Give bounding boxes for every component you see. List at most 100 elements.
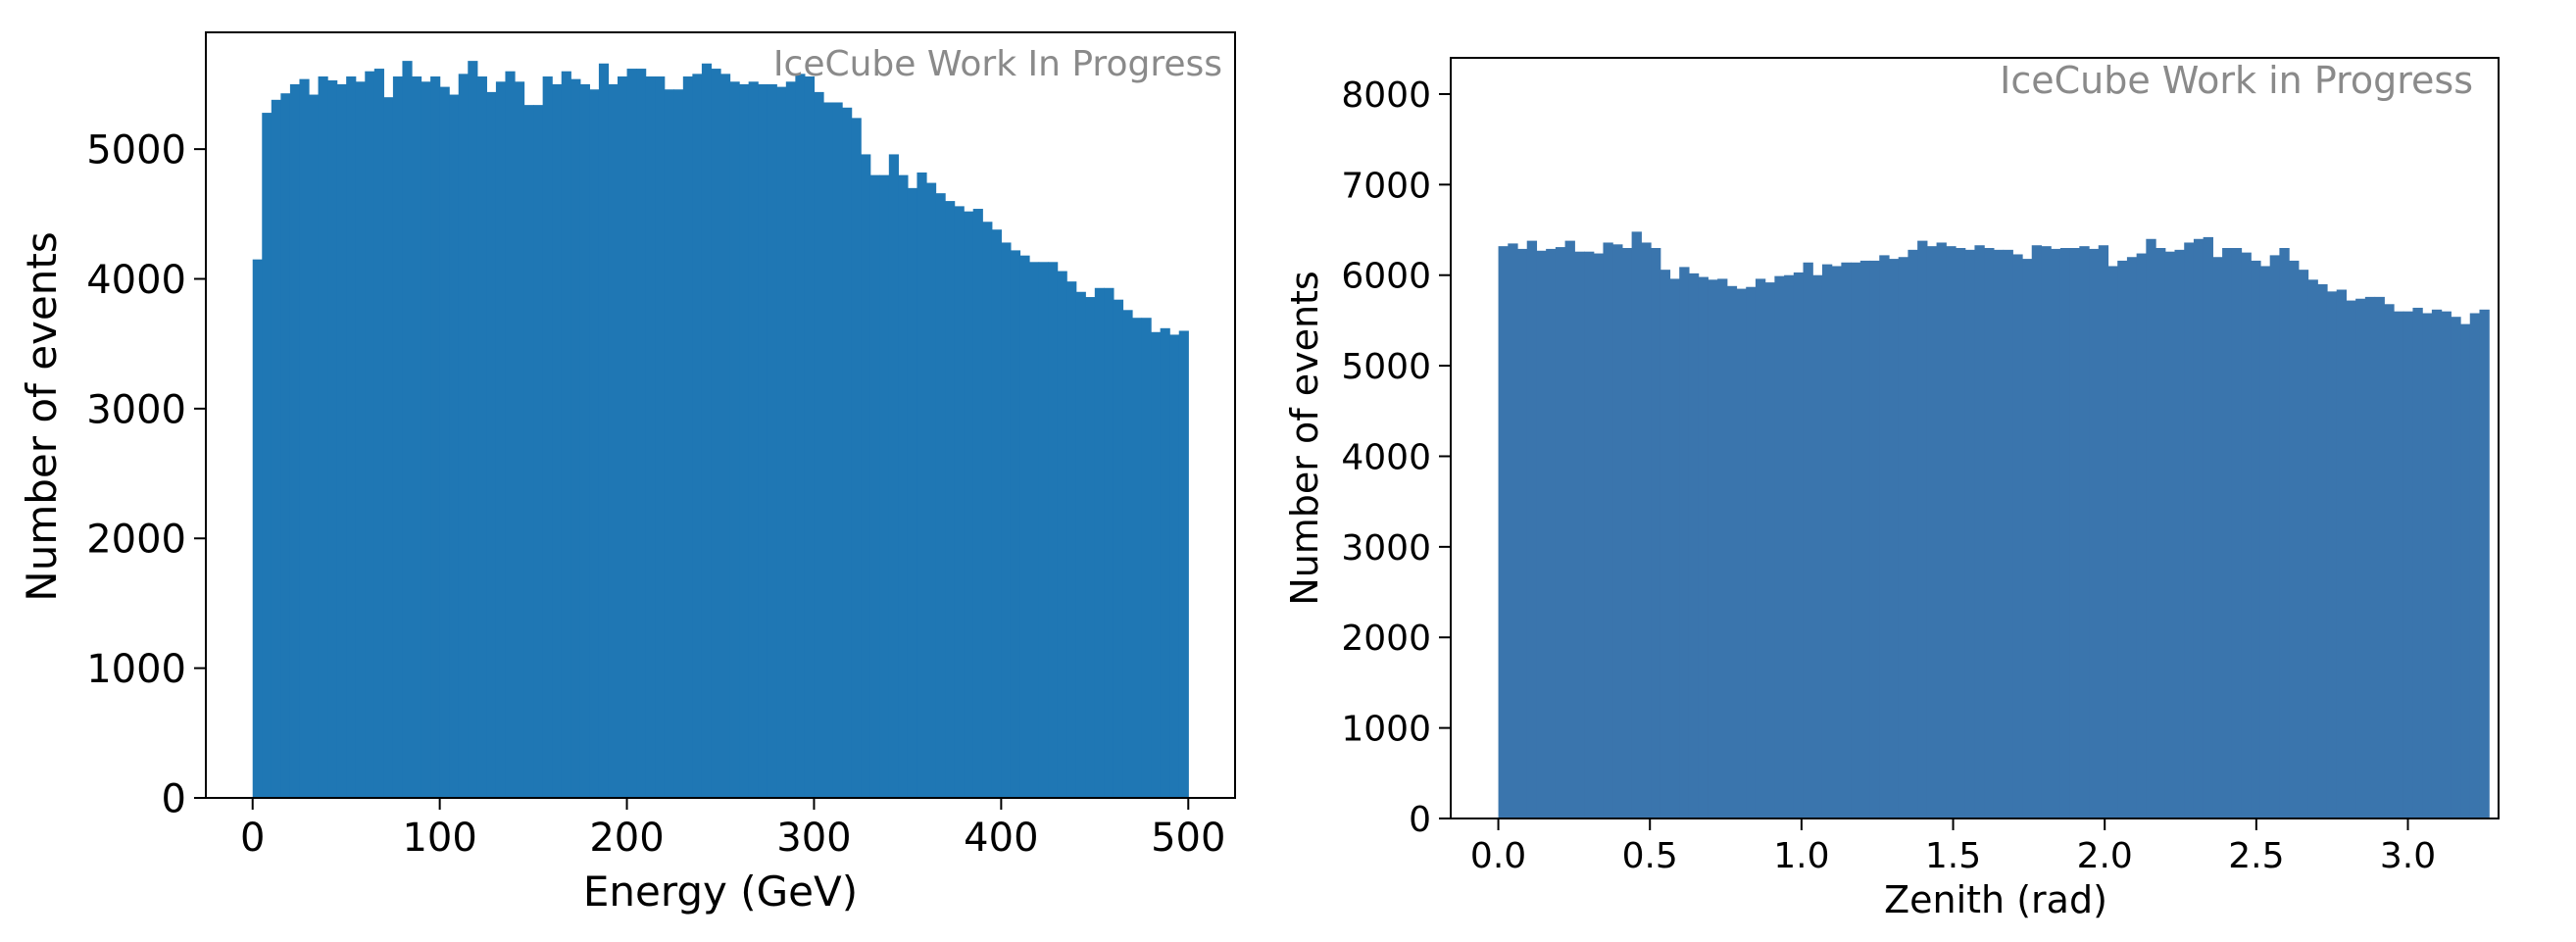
energy-bar <box>476 76 487 798</box>
energy-bar <box>505 71 516 798</box>
energy-bar <box>1094 287 1105 798</box>
zenith-bar <box>1717 278 1728 818</box>
zenith-bar <box>1669 278 1680 818</box>
energy-y-tick-label: 4000 <box>86 258 186 303</box>
zenith-bar <box>2251 260 2261 818</box>
zenith-bar <box>1698 276 1709 818</box>
energy-bar <box>289 83 301 798</box>
energy-bar <box>851 118 862 799</box>
zenith-bar <box>2193 238 2204 818</box>
energy-bar <box>1001 242 1012 798</box>
energy-x-axis-label: Energy (GeV) <box>583 868 858 916</box>
zenith-bar <box>1859 260 1871 818</box>
zenith-bar <box>2279 248 2290 818</box>
zenith-bar <box>1821 264 1833 818</box>
zenith-bar <box>1612 244 1623 819</box>
energy-bar <box>271 99 281 798</box>
energy-bar <box>355 81 366 799</box>
zenith-bar <box>2374 296 2385 818</box>
zenith-y-axis-label: Number of events <box>1283 271 1326 605</box>
energy-bar <box>346 76 357 798</box>
energy-bar <box>907 187 918 799</box>
zenith-bar <box>2364 296 2376 818</box>
energy-bar <box>1151 331 1162 798</box>
zenith-bar <box>1688 273 1700 818</box>
energy-bar <box>655 76 666 798</box>
zenith-x-ticks: 0.0 0.5 1.0 1.5 2.0 2.5 3.0 <box>1470 818 2436 876</box>
zenith-bar <box>2031 245 2043 819</box>
energy-bar <box>748 81 759 799</box>
energy-bar <box>608 83 619 798</box>
energy-bar <box>552 83 563 798</box>
energy-bar <box>673 89 684 799</box>
energy-bar <box>412 76 422 798</box>
energy-bar <box>309 94 320 799</box>
energy-bar <box>776 86 787 799</box>
zenith-bar <box>2136 253 2147 818</box>
zenith-bar <box>1679 267 1690 818</box>
zenith-bar <box>1764 282 1775 819</box>
zenith-bar <box>2098 245 2109 819</box>
energy-bar <box>1066 281 1077 798</box>
energy-bar <box>739 83 750 798</box>
zenith-bar <box>2203 236 2213 818</box>
energy-bar <box>1178 330 1189 798</box>
zenith-y-tick-label: 6000 <box>1341 257 1431 297</box>
energy-bar <box>664 89 674 799</box>
zenith-bar <box>1803 262 1813 818</box>
zenith-x-tick-label: 2.5 <box>2228 836 2284 876</box>
zenith-bar <box>2422 313 2433 818</box>
zenith-bar <box>2298 270 2309 818</box>
zenith-bar <box>1564 240 1575 819</box>
zenith-bar <box>1888 259 1900 819</box>
zenith-bar <box>1536 250 1547 818</box>
energy-bar <box>711 69 721 798</box>
zenith-bar <box>2231 248 2243 818</box>
zenith-bar <box>1584 251 1595 818</box>
zenith-bar <box>1498 246 1509 818</box>
zenith-bar <box>2126 257 2138 818</box>
zenith-bar <box>1936 242 1947 818</box>
energy-bar <box>795 74 806 799</box>
zenith-y-tick-label: 0 <box>1409 800 1431 840</box>
energy-bar <box>383 97 394 798</box>
energy-bar <box>729 81 740 799</box>
energy-bar <box>645 76 656 798</box>
energy-bar <box>318 76 328 798</box>
zenith-bar <box>1574 251 1585 818</box>
energy-bar <box>991 229 1002 798</box>
zenith-bar <box>2155 248 2166 818</box>
zenith-bar <box>2336 289 2348 818</box>
zenith-bar <box>2079 246 2090 818</box>
energy-bar <box>972 209 983 798</box>
energy-bar <box>964 211 974 799</box>
energy-histogram: 0 100 200 300 400 500 0 1000 2000 3000 4000 5000 I… <box>18 31 1236 916</box>
zenith-bar <box>1793 272 1805 818</box>
zenith-y-tick-label: 2000 <box>1341 619 1431 659</box>
energy-bar <box>542 76 553 798</box>
energy-bar <box>365 71 375 798</box>
energy-bar <box>579 83 590 798</box>
zenith-bar <box>2394 311 2404 818</box>
zenith-x-axis-label: Zenith (rad) <box>1884 878 2107 921</box>
zenith-bar <box>2326 291 2338 819</box>
zenith-bar <box>1726 285 1738 818</box>
zenith-bar <box>2146 238 2156 818</box>
energy-watermark: IceCube Work In Progress <box>773 44 1222 84</box>
zenith-y-ticks: 0 1000 2000 3000 4000 5000 6000 7000 8000 <box>1341 75 1451 840</box>
zenith-bar <box>2012 254 2023 819</box>
zenith-bar <box>1956 248 1966 818</box>
energy-bar <box>392 76 404 798</box>
energy-bar <box>879 174 890 799</box>
zenith-plot-frame <box>1450 57 2500 819</box>
zenith-bar <box>2174 249 2185 819</box>
energy-x-tick-label: 100 <box>402 816 476 861</box>
energy-bar <box>430 76 441 798</box>
zenith-bar <box>1831 266 1842 819</box>
energy-bar <box>1113 299 1124 798</box>
zenith-x-tick-label: 3.0 <box>2380 836 2436 876</box>
zenith-bar <box>2259 266 2271 819</box>
zenith-bar <box>1841 262 1852 818</box>
zenith-bar <box>1964 249 1976 819</box>
